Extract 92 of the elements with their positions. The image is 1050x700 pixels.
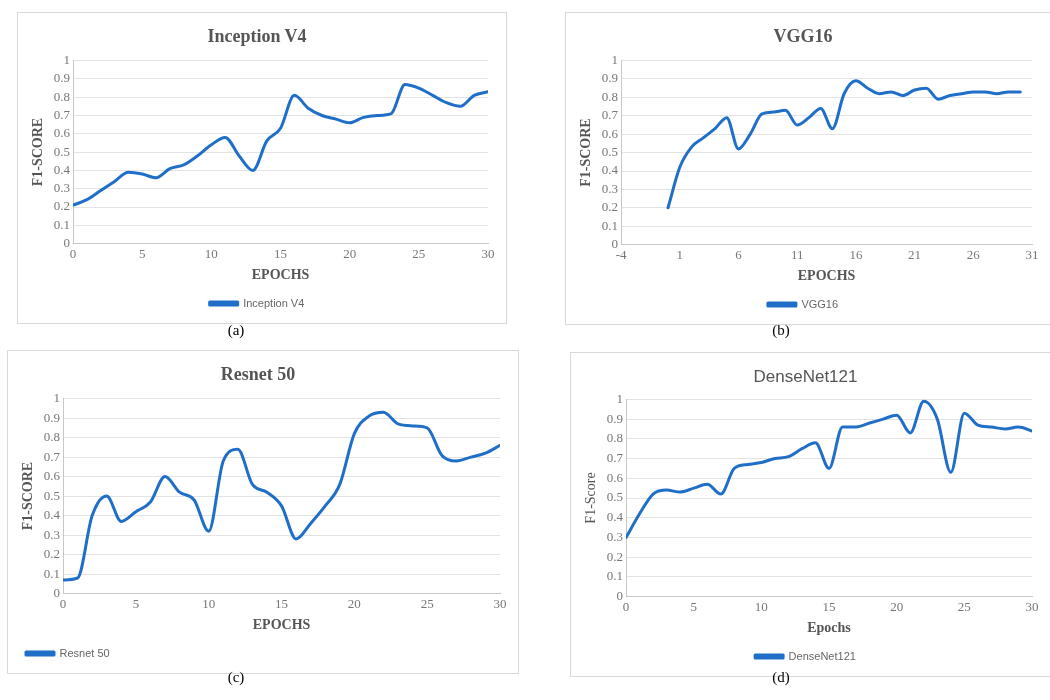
line-series [73,82,488,207]
y-tick-label: 1 [63,52,71,68]
y-axis-title: F1-SCORE [30,117,46,187]
x-tick-label: 10 [754,598,768,614]
chart-title: DenseNet121 [753,366,858,386]
x-tick-label: 25 [420,595,434,611]
y-tick-label: 0.9 [606,410,624,426]
y-tick-label: 0.9 [43,409,61,425]
chart-title: Inception V4 [207,26,307,47]
y-tick-label: 1 [611,52,619,68]
x-axis-title: EPOCHS [797,268,856,284]
legend-label: Resnet 50 [59,646,110,659]
y-axis-title: F1-Score [583,472,599,524]
x-tick-label: 31 [1025,246,1039,262]
y-axis-title: F1-SCORE [578,118,594,187]
y-tick-label: 0.8 [43,429,61,445]
legend-label: DenseNet121 [788,649,856,662]
x-axis-title: EPOCHS [251,267,310,283]
x-tick-label: 30 [493,595,507,611]
x-tick-label: 10 [202,595,216,611]
y-tick-label: 1 [53,390,61,406]
line-series [63,410,500,582]
y-axis-title: F1-SCORE [20,461,36,531]
y-tick-label: 0.6 [43,468,61,484]
x-tick-label: 25 [957,598,971,614]
y-tick-label: 0.6 [601,125,619,141]
legend-label: Inception V4 [243,296,305,309]
y-tick-label: 0.4 [53,161,71,177]
y-tick-label: 0.3 [43,526,61,542]
x-tick-label: 5 [690,598,697,614]
y-tick-label: 0.1 [53,216,71,232]
text: (b) [771,322,791,339]
x-tick-label: 30 [1025,598,1039,614]
y-tick-label: 0.6 [53,125,71,141]
y-tick-label: 0.5 [53,143,71,159]
y-tick-label: 0.3 [53,180,71,196]
x-tick-label: 5 [132,595,140,611]
y-tick-label: 0 [63,235,71,251]
y-tick-label: 0.8 [53,88,71,104]
y-tick-label: 0.6 [606,469,624,485]
x-tick-label: 5 [138,245,146,261]
x-tick-label: 15 [274,245,288,261]
y-tick-label: 0.2 [53,198,71,214]
text: (a) [226,322,246,339]
y-tick-label: 0.2 [601,199,619,215]
y-tick-label: 0.2 [43,546,61,562]
y-tick-label: 0.1 [601,217,619,233]
y-tick-label: 0.8 [601,88,619,104]
x-tick-label: 1 [676,246,684,262]
y-tick-label: 0.4 [43,507,61,523]
x-tick-label: 26 [966,246,981,262]
y-tick-label: 0.8 [606,430,624,446]
x-tick-label: 21 [908,246,922,262]
x-tick-label: 20 [343,245,357,261]
x-tick-label: 10 [204,245,218,261]
y-tick-label: 0 [53,585,61,601]
y-tick-label: 0.5 [601,144,619,160]
y-tick-label: 0.5 [43,487,61,503]
y-tick-label: 1 [616,390,624,406]
x-tick-label: 20 [890,598,904,614]
chart-title: VGG16 [773,26,833,47]
y-tick-label: 0.1 [43,565,61,581]
x-tick-label: 20 [347,595,361,611]
y-tick-label: 0.3 [601,180,619,196]
legend-label: VGG16 [801,297,839,310]
y-tick-label: 0.7 [43,448,61,464]
line-series [666,79,1022,210]
text: (c) [226,669,246,686]
x-tick-label: 6 [735,246,743,262]
y-tick-label: 0.9 [601,70,619,86]
y-tick-label: 0.9 [53,70,71,86]
text: (d) [771,669,791,686]
x-tick-label: 11 [790,246,804,262]
y-tick-label: 0.2 [606,548,624,564]
y-tick-label: 0.4 [606,509,624,525]
x-tick-label: 15 [822,598,836,614]
x-axis-title: EPOCHS [252,617,311,633]
y-tick-label: 0.5 [606,489,624,505]
y-tick-label: 0.7 [606,449,624,465]
y-tick-label: 0.7 [53,106,71,122]
x-tick-label: -4 [615,246,627,262]
chart-title: Resnet 50 [220,364,296,385]
y-tick-label: 0.3 [606,528,624,544]
x-tick-label: 30 [481,245,495,261]
y-tick-label: 0.7 [601,107,619,123]
y-tick-label: 0.1 [606,568,624,584]
x-tick-label: 15 [275,595,289,611]
x-axis-title: Epochs [807,620,852,636]
x-tick-label: 16 [849,246,863,262]
x-tick-label: 25 [412,245,426,261]
y-tick-label: 0.4 [601,162,619,178]
line-series [626,399,1032,539]
